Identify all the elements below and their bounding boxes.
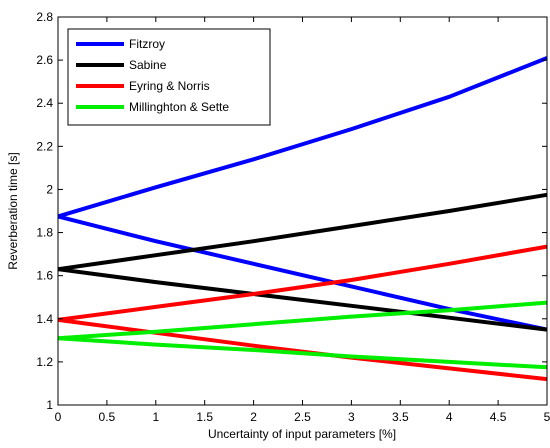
y-tick-label: 1.8	[36, 226, 53, 240]
y-tick-label: 2	[46, 182, 53, 196]
y-tick-label: 1.2	[36, 355, 53, 369]
y-tick-label: 2.4	[36, 96, 53, 110]
y-tick-label: 2.6	[36, 53, 53, 67]
legend-label-eyring-norris: Eyring & Norris	[129, 79, 210, 93]
x-tick-label: 3	[348, 410, 355, 424]
legend-label-sabine: Sabine	[129, 58, 167, 72]
x-tick-label: 3.5	[392, 410, 409, 424]
x-tick-label: 1.5	[196, 410, 213, 424]
y-tick-label: 2.8	[36, 10, 53, 24]
x-tick-label: 0.5	[99, 410, 116, 424]
y-tick-label: 2.2	[36, 139, 53, 153]
y-axis-label: Reverberation time [s]	[6, 152, 20, 269]
x-tick-label: 2	[250, 410, 257, 424]
y-tick-label: 1	[46, 398, 53, 412]
x-tick-label: 1	[152, 410, 159, 424]
x-tick-label: 2.5	[294, 410, 311, 424]
legend-label-millinghton-sette: Millinghton & Sette	[129, 100, 229, 114]
legend-label-fitzroy: Fitzroy	[129, 37, 165, 51]
y-tick-label: 1.6	[36, 269, 53, 283]
x-tick-label: 4	[446, 410, 453, 424]
x-tick-label: 5	[544, 410, 550, 424]
y-tick-label: 1.4	[36, 312, 53, 326]
x-axis-label: Uncertainty of input parameters [%]	[208, 427, 396, 441]
x-tick-label: 0	[55, 410, 62, 424]
legend: Fitzroy Sabine Eyring & Norris Millinghton …	[68, 29, 270, 125]
x-tick-label: 4.5	[490, 410, 507, 424]
